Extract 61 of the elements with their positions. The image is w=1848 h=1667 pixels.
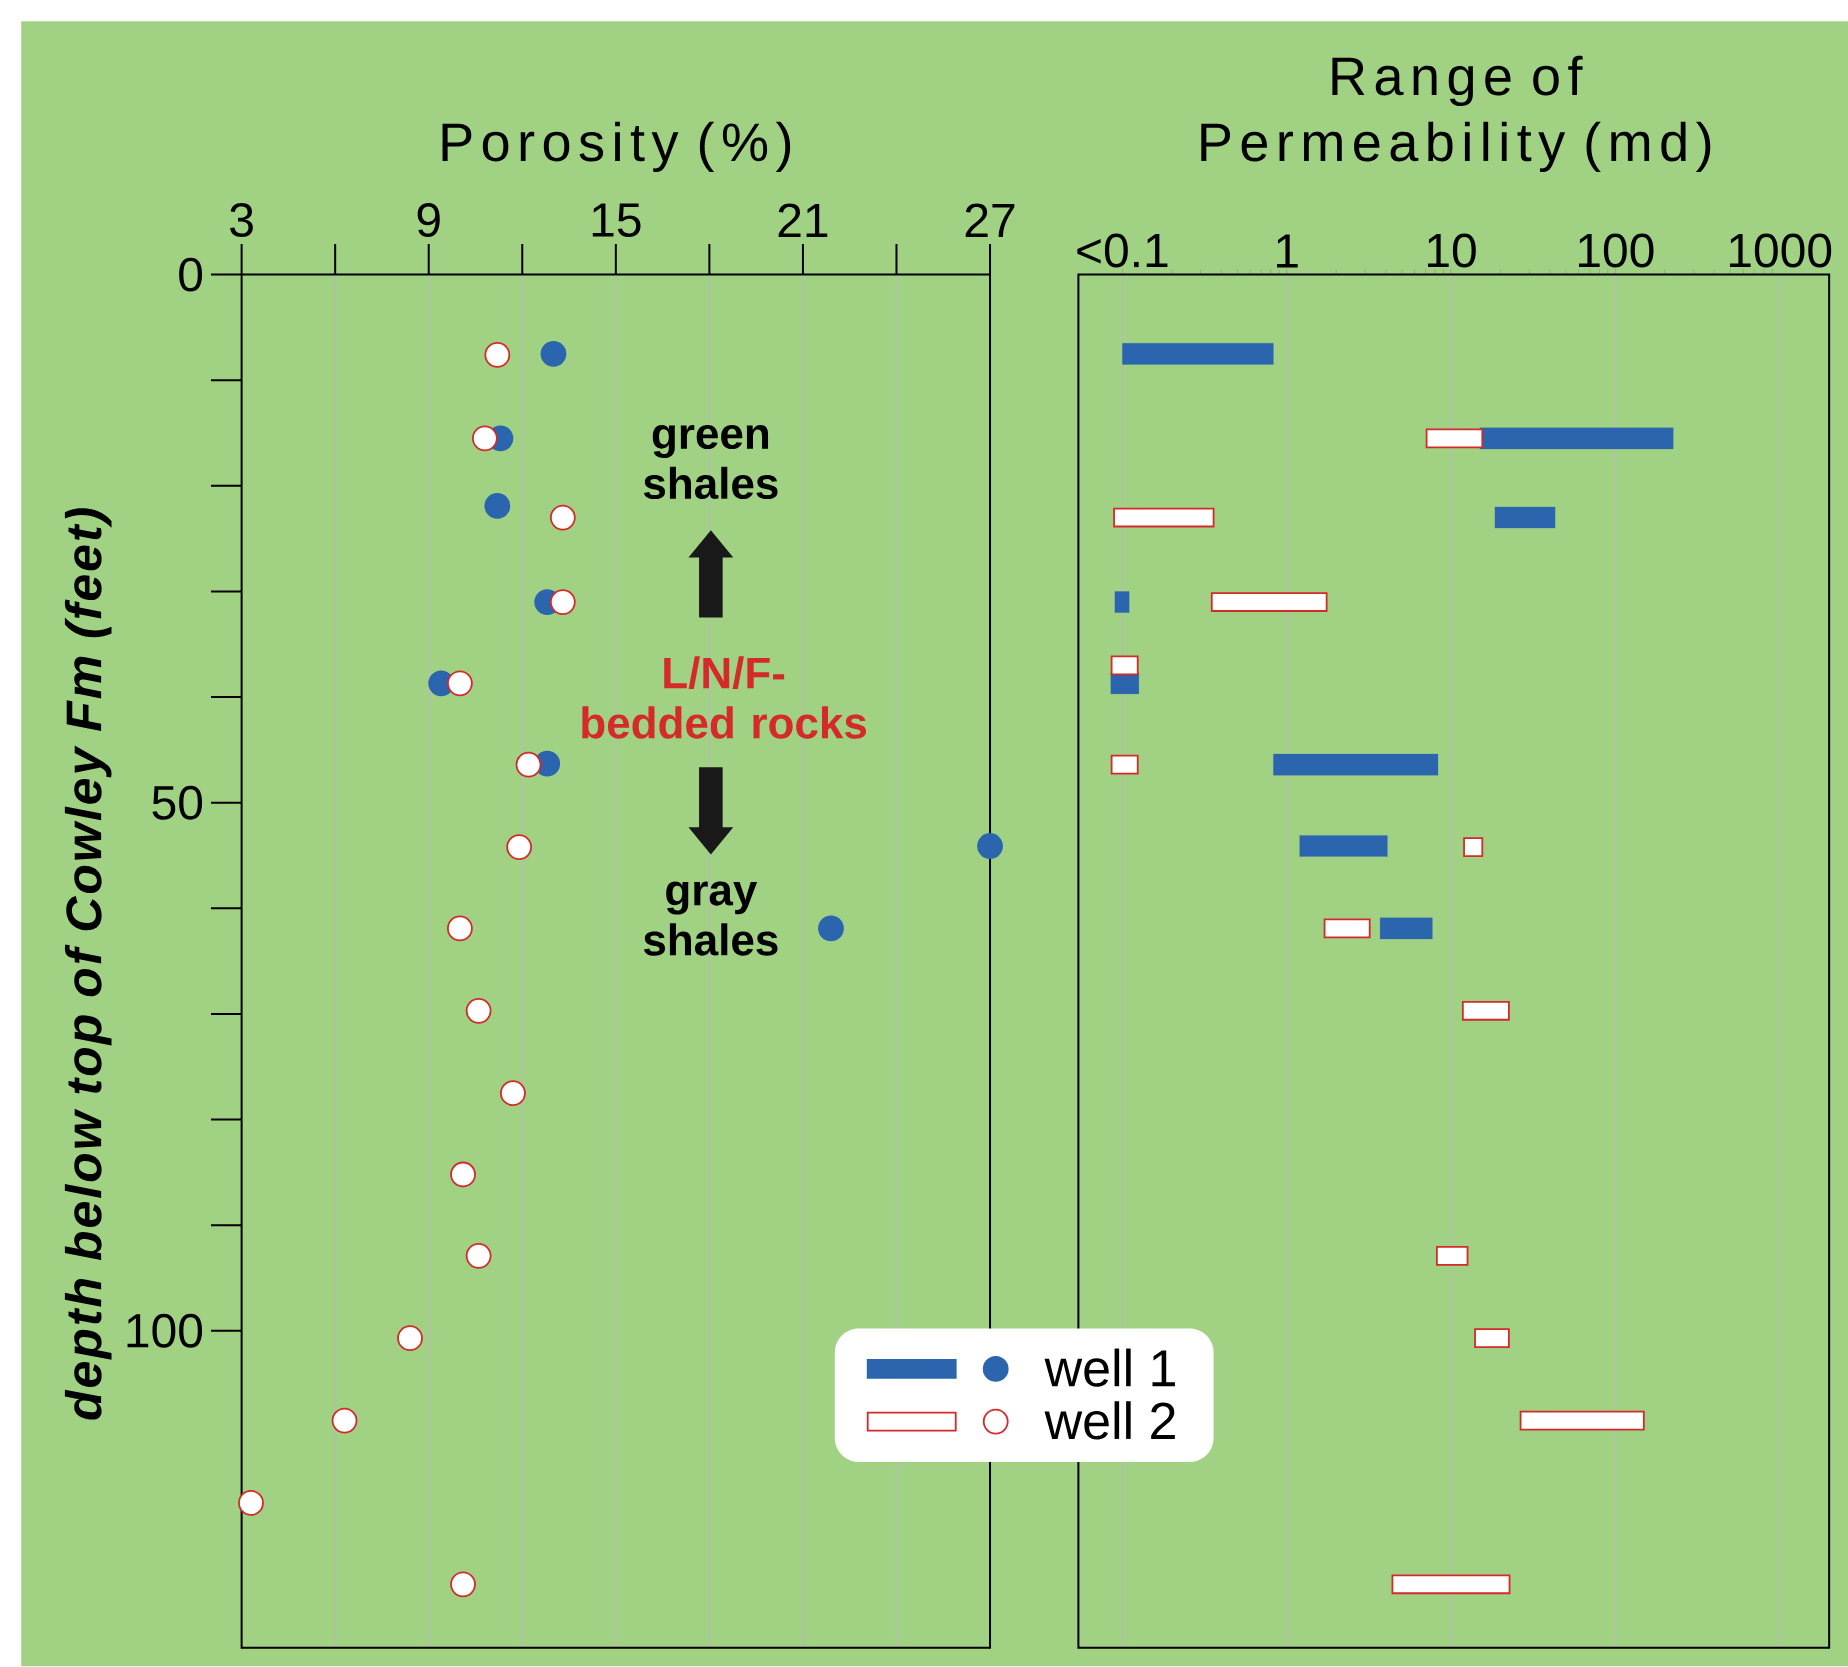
x-axis-title: Porosity (%) [442, 121, 791, 173]
x-tick-label: 100 [1578, 233, 1654, 268]
point [465, 998, 492, 1024]
bar [1425, 428, 1484, 449]
point [331, 1407, 358, 1434]
bar [1122, 343, 1274, 365]
point [515, 752, 542, 778]
point [500, 1080, 526, 1107]
bar [1519, 1410, 1645, 1431]
bar [1379, 917, 1433, 940]
x-tick-label: 21 [778, 203, 828, 238]
x-tick-label: 15 [592, 203, 641, 238]
x-tick-label: 1000 [1729, 233, 1832, 268]
point [549, 589, 576, 616]
point [506, 834, 533, 861]
bar [1435, 1246, 1469, 1266]
bar [1461, 1001, 1510, 1021]
point [447, 915, 473, 942]
x-tick-label: 9 [417, 203, 440, 238]
point [484, 342, 511, 369]
x-tick-label: 1 [1277, 234, 1298, 268]
bar [1391, 1574, 1511, 1595]
annotation: gray shales [643, 881, 778, 956]
point [471, 425, 498, 452]
x-tick-label: 3 [230, 203, 253, 238]
annotation: green shales [643, 425, 778, 500]
y-tick-label: 100 [127, 1314, 203, 1349]
bar [1474, 1328, 1510, 1349]
point [977, 833, 1003, 860]
point [465, 1243, 492, 1269]
point [450, 1161, 476, 1188]
y-tick-label: 50 [152, 785, 203, 820]
point [484, 493, 511, 520]
annotation: L/N/F-bedded rocks [582, 656, 867, 739]
x-tick-label: 10 [1428, 233, 1476, 268]
bar [1114, 591, 1130, 613]
point [238, 1490, 264, 1517]
x-tick-label: 27 [965, 203, 1015, 238]
point [447, 670, 473, 697]
legend-label: well 2 [1044, 1401, 1175, 1440]
point [818, 915, 844, 942]
point [397, 1325, 423, 1352]
x-axis-title: Range of Permeability (md) [1201, 56, 1711, 173]
bar [1323, 918, 1371, 939]
bar [1110, 672, 1139, 695]
bar [1463, 837, 1484, 858]
bar [1110, 655, 1139, 676]
x-tick-label: <0.1 [1077, 233, 1168, 268]
y-tick-label: 0 [179, 257, 203, 292]
point [450, 1571, 476, 1598]
bar [1110, 755, 1139, 775]
bar [1494, 507, 1556, 529]
bar [1210, 592, 1328, 613]
point [549, 504, 576, 531]
bar [1299, 835, 1388, 857]
legend-label: well 1 [1044, 1348, 1175, 1387]
bar [1273, 754, 1439, 776]
y-axis-title: depth below top of Cowley Fm (feet) [64, 508, 112, 1420]
bar [1479, 427, 1674, 450]
point [540, 341, 567, 367]
bar [1113, 507, 1215, 528]
